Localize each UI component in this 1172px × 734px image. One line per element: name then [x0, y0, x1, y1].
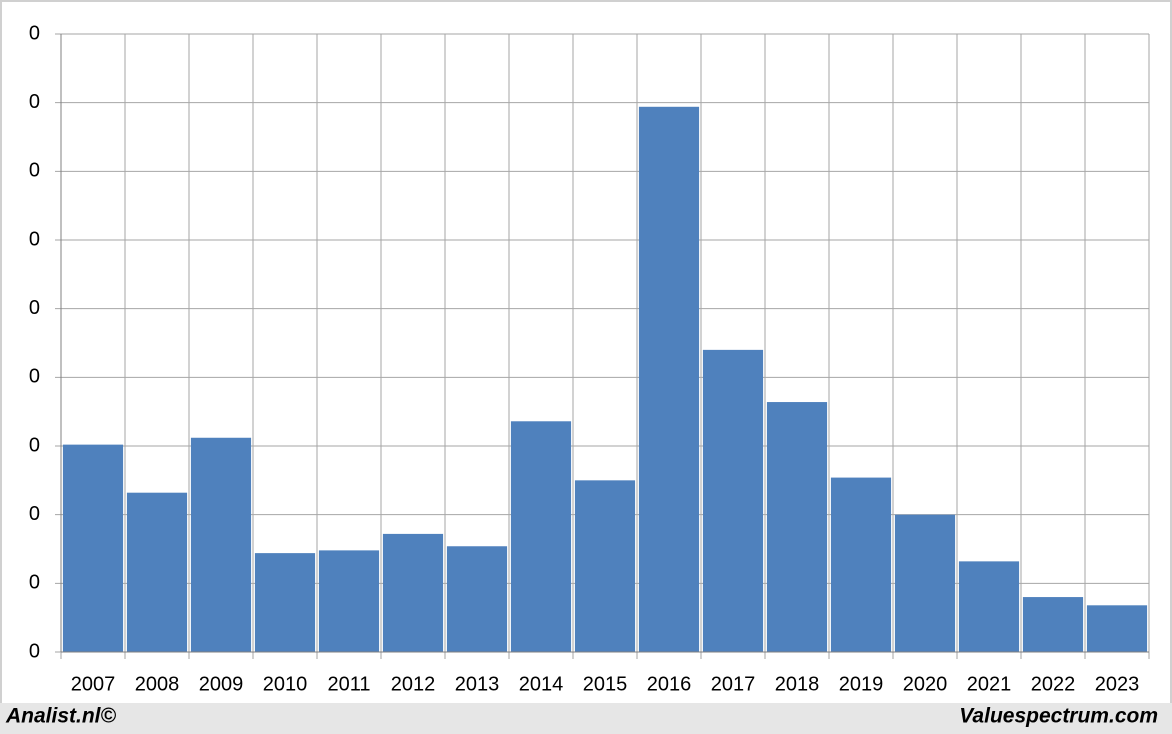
credit-right: Valuespectrum.com	[959, 705, 1158, 728]
x-tick-label: 2013	[455, 673, 500, 695]
x-tick-label: 2008	[135, 673, 180, 695]
y-tick-label: 0	[29, 434, 40, 456]
x-tick-label: 2022	[1031, 673, 1076, 695]
x-tick-label: 2011	[327, 673, 370, 695]
bar	[318, 550, 380, 652]
bar	[510, 421, 572, 652]
x-tick-label: 2021	[967, 673, 1012, 695]
bar	[446, 546, 508, 652]
bar	[702, 349, 764, 652]
bar	[958, 561, 1020, 652]
bar	[830, 477, 892, 652]
bar	[190, 437, 252, 652]
bar	[638, 106, 700, 652]
bar	[894, 514, 956, 652]
y-tick-label: 0	[29, 91, 40, 113]
y-tick-label: 0	[29, 160, 40, 182]
bar	[382, 533, 444, 652]
x-tick-label: 2019	[839, 673, 884, 695]
x-tick-label: 2016	[647, 673, 692, 695]
credit-left: Analist.nl©	[5, 705, 117, 728]
y-tick-label: 0	[29, 228, 40, 250]
x-tick-label: 2007	[71, 673, 116, 695]
y-tick-label: 0	[29, 297, 40, 319]
y-tick-label: 0	[29, 366, 40, 388]
bar	[574, 480, 636, 652]
bar	[126, 492, 188, 652]
x-tick-label: 2010	[263, 673, 308, 695]
x-tick-label: 2012	[391, 673, 436, 695]
x-tick-label: 2014	[519, 673, 564, 695]
bar	[62, 444, 124, 652]
bar	[254, 553, 316, 652]
x-tick-label: 2018	[775, 673, 820, 695]
x-tick-label: 2009	[199, 673, 244, 695]
x-tick-label: 2015	[583, 673, 628, 695]
x-tick-label: 2023	[1095, 673, 1140, 695]
x-tick-label: 2017	[711, 673, 756, 695]
y-tick-label: 0	[29, 503, 40, 525]
y-tick-label: 0	[29, 572, 40, 594]
y-tick-label: 0	[29, 640, 40, 662]
y-tick-label: 0	[29, 22, 40, 44]
bar	[1022, 597, 1084, 652]
bar	[1086, 605, 1148, 652]
bar	[766, 402, 828, 652]
footer-band	[0, 703, 1172, 734]
x-tick-label: 2020	[903, 673, 948, 695]
